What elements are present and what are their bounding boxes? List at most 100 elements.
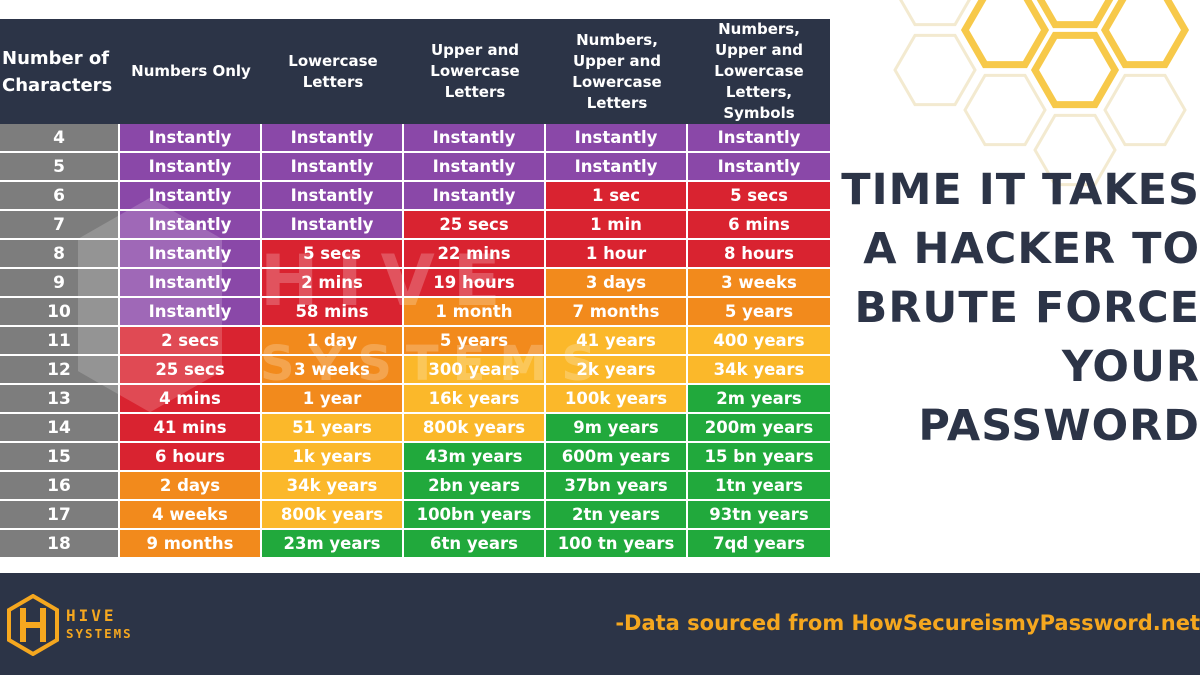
table-row: 16 2 days 34k years 2bn years 37bn years 1tn … — [0, 472, 830, 501]
hex-decoration — [899, 0, 971, 27]
time-cell: Instantly — [404, 153, 546, 182]
logo-brand: HIVE — [66, 606, 117, 625]
character-count-cell: 16 — [0, 472, 120, 501]
time-cell: 1 hour — [546, 240, 688, 269]
time-cell: 2m years — [688, 385, 830, 414]
hex-decoration — [960, 0, 1050, 69]
time-cell: 2k years — [546, 356, 688, 385]
data-source-note: -Data sourced from HowSecureismyPassword… — [615, 611, 1200, 635]
time-cell: Instantly — [120, 211, 262, 240]
time-cell: 1tn years — [688, 472, 830, 501]
chart-title: TIME IT TAKES A HACKER TO BRUTE FORCE YO… — [840, 161, 1200, 456]
time-cell: 300 years — [404, 356, 546, 385]
table-row: 5 Instantly Instantly Instantly Instantly Ins… — [0, 153, 830, 182]
table-row: 4 Instantly Instantly Instantly Instantly Ins… — [0, 124, 830, 153]
character-count-cell: 18 — [0, 530, 120, 557]
character-count-cell: 7 — [0, 211, 120, 240]
time-cell: 8 hours — [688, 240, 830, 269]
time-cell: Instantly — [546, 153, 688, 182]
time-cell: Instantly — [688, 153, 830, 182]
time-cell: 800k years — [262, 501, 404, 530]
time-cell: 5 years — [688, 298, 830, 327]
time-cell: 7qd years — [688, 530, 830, 557]
time-cell: 2 mins — [262, 269, 404, 298]
time-cell: 800k years — [404, 414, 546, 443]
hex-decoration — [1100, 0, 1190, 69]
time-cell: Instantly — [262, 153, 404, 182]
time-cell: 4 mins — [120, 385, 262, 414]
time-cell: 6 hours — [120, 443, 262, 472]
character-count-cell: 10 — [0, 298, 120, 327]
hex-decoration — [1103, 73, 1187, 147]
time-cell: 34k years — [688, 356, 830, 385]
table-row: 12 25 secs 3 weeks 300 years 2k years 34k yea… — [0, 356, 830, 385]
time-cell: 22 mins — [404, 240, 546, 269]
character-count-cell: 9 — [0, 269, 120, 298]
time-cell: Instantly — [546, 124, 688, 153]
time-cell: 19 hours — [404, 269, 546, 298]
character-count-cell: 4 — [0, 124, 120, 153]
character-count-cell: 5 — [0, 153, 120, 182]
time-cell: 51 years — [262, 414, 404, 443]
column-header: Number of Characters — [0, 19, 120, 124]
column-header: Numbers, Upper and Lowercase Letters — [546, 19, 688, 124]
time-cell: 37bn years — [546, 472, 688, 501]
time-cell: 5 years — [404, 327, 546, 356]
time-cell: 9 months — [120, 530, 262, 557]
time-cell: 41 mins — [120, 414, 262, 443]
time-cell: Instantly — [262, 211, 404, 240]
title-line: PASSWORD — [918, 401, 1200, 451]
title-line: TIME IT TAKES — [841, 165, 1200, 215]
character-count-cell: 15 — [0, 443, 120, 472]
time-cell: Instantly — [262, 182, 404, 211]
table-row: 17 4 weeks 800k years 100bn years 2tn years 9… — [0, 501, 830, 530]
time-cell: 1 day — [262, 327, 404, 356]
time-cell: 2 days — [120, 472, 262, 501]
table-header-row: Number of Characters Numbers Only Lowerc… — [0, 19, 830, 124]
time-cell: Instantly — [262, 124, 404, 153]
hive-logo-wordmark: HIVE SYSTEMS — [66, 607, 133, 643]
time-cell: 5 secs — [688, 182, 830, 211]
time-cell: 6 mins — [688, 211, 830, 240]
footer-bar: HIVE SYSTEMS -Data sourced from HowSecur… — [0, 573, 1200, 675]
time-cell: Instantly — [404, 124, 546, 153]
time-cell: 3 days — [546, 269, 688, 298]
time-cell: Instantly — [120, 298, 262, 327]
table-row: 7 Instantly Instantly 25 secs 1 min 6 mins — [0, 211, 830, 240]
title-line: YOUR — [1061, 342, 1200, 392]
character-count-cell: 17 — [0, 501, 120, 530]
logo-sub: SYSTEMS — [66, 626, 133, 641]
time-cell: 93tn years — [688, 501, 830, 530]
time-cell: 1 month — [404, 298, 546, 327]
time-cell: 100k years — [546, 385, 688, 414]
column-header: Lowercase Letters — [262, 19, 404, 124]
time-cell: 1k years — [262, 443, 404, 472]
character-count-cell: 14 — [0, 414, 120, 443]
time-cell: 1 year — [262, 385, 404, 414]
column-header: Upper and Lowercase Letters — [404, 19, 546, 124]
time-cell: 100bn years — [404, 501, 546, 530]
time-cell: Instantly — [404, 182, 546, 211]
title-line: BRUTE FORCE — [854, 283, 1200, 333]
title-line: A HACKER TO — [863, 224, 1200, 274]
time-cell: 2tn years — [546, 501, 688, 530]
time-cell: Instantly — [120, 240, 262, 269]
time-cell: 4 weeks — [120, 501, 262, 530]
time-cell: 25 secs — [404, 211, 546, 240]
table-row: 15 6 hours 1k years 43m years 600m years 15 b… — [0, 443, 830, 472]
table-row: 13 4 mins 1 year 16k years 100k years 2m year… — [0, 385, 830, 414]
time-cell: Instantly — [120, 182, 262, 211]
time-cell: 7 months — [546, 298, 688, 327]
hive-logo-icon — [7, 594, 59, 656]
time-cell: 9m years — [546, 414, 688, 443]
time-cell: 1 sec — [546, 182, 688, 211]
table-row: 14 41 mins 51 years 800k years 9m years 200m … — [0, 414, 830, 443]
time-cell: 41 years — [546, 327, 688, 356]
character-count-cell: 6 — [0, 182, 120, 211]
time-cell: 1 min — [546, 211, 688, 240]
time-cell: 58 mins — [262, 298, 404, 327]
time-cell: 2 secs — [120, 327, 262, 356]
character-count-cell: 8 — [0, 240, 120, 269]
time-cell: Instantly — [120, 153, 262, 182]
table-row: 18 9 months 23m years 6tn years 100 tn years… — [0, 530, 830, 557]
